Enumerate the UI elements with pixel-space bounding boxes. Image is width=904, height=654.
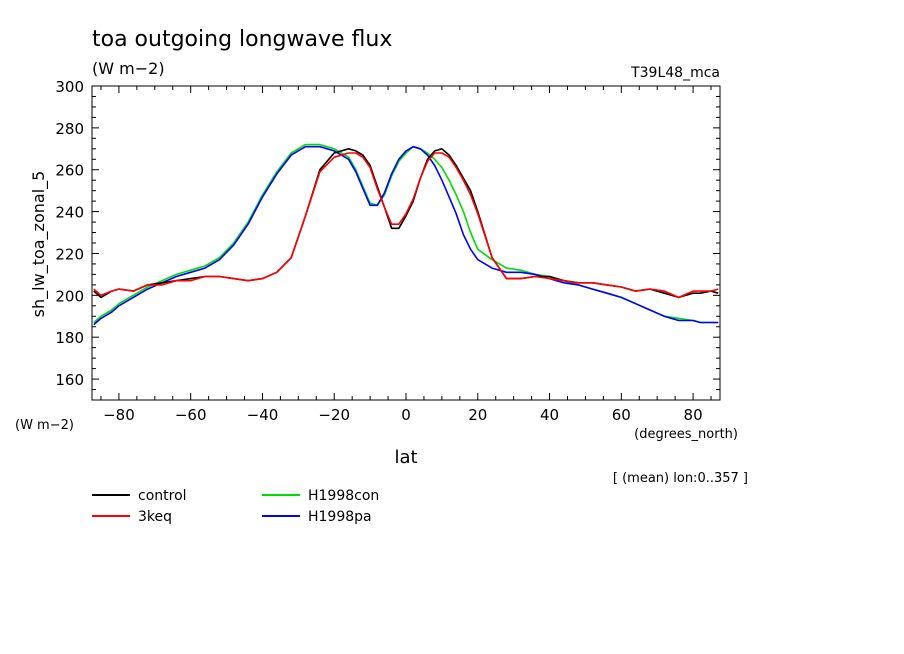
run-label: T39L48_mca: [630, 65, 720, 81]
x-axis-label: lat: [394, 447, 417, 468]
x-tick-label: 40: [540, 406, 559, 424]
y-tick-label: 260: [55, 162, 84, 180]
x-tick-label: −80: [103, 406, 135, 424]
legend: control 3keq H1998con H1998pa: [92, 488, 379, 525]
legend-label-h1998con: H1998con: [308, 488, 379, 504]
legend-label-3keq: 3keq: [138, 509, 172, 525]
y-tick-label: 240: [55, 204, 84, 222]
y-axis-label: sh_lw_toa_zonal_5: [29, 171, 49, 318]
x-tick-label: −60: [175, 406, 207, 424]
y-tick-label: 280: [55, 120, 84, 138]
series-line-3keq: [93, 152, 719, 299]
x-axis: −80 −60 −40 −20 0 20 40 60 80: [100, 86, 712, 424]
y-tick-label: 220: [55, 245, 84, 263]
x-tick-label: −20: [318, 406, 350, 424]
y-tick-label: 160: [55, 371, 84, 389]
y-axis: 160 180 200 220 240 260 280 300: [55, 78, 720, 401]
y-axis-units: (W m−2): [15, 418, 74, 433]
x-axis-units: (degrees_north): [634, 427, 738, 442]
plot-frame: [91, 85, 721, 401]
y-tick-label: 300: [55, 78, 84, 96]
x-tick-label: 20: [468, 406, 487, 424]
mean-note: [ (mean) lon:0..357 ]: [613, 471, 748, 486]
legend-label-control: control: [138, 488, 187, 504]
chart-title: toa outgoing longwave flux: [92, 27, 392, 52]
x-tick-label: −40: [247, 406, 279, 424]
legend-label-h1998pa: H1998pa: [308, 509, 372, 525]
x-tick-label: 80: [684, 406, 703, 424]
series-line-control: [93, 148, 719, 299]
series-line-h1998con: [93, 143, 719, 324]
y-tick-label: 200: [55, 287, 84, 305]
y-tick-label: 180: [55, 329, 84, 347]
series-line-h1998pa: [93, 145, 719, 326]
x-tick-label: 0: [401, 406, 411, 424]
x-tick-label: 60: [612, 406, 631, 424]
plot-area: −80 −60 −40 −20 0 20 40 60 80 160 180 200 220 240 260…: [55, 78, 721, 424]
chart-units: (W m−2): [92, 59, 165, 78]
series-layer: [93, 143, 719, 326]
